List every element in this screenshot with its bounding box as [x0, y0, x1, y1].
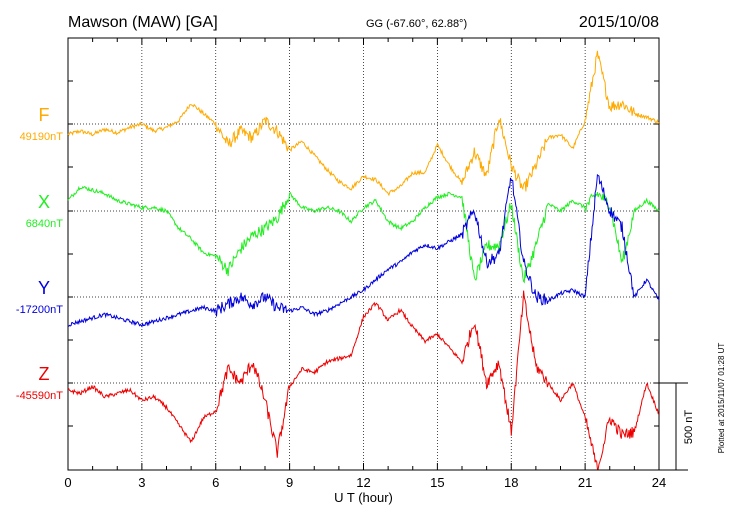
- x-axis-title: U T (hour): [334, 490, 393, 505]
- x-tick-label: 3: [138, 475, 145, 490]
- x-tick-label: 21: [578, 475, 592, 490]
- grid: [68, 38, 659, 470]
- component-baseline-f: 49190nT: [20, 131, 64, 143]
- scale-bar-label: 500 nT: [683, 410, 695, 445]
- date-label: 2015/10/08: [579, 14, 659, 31]
- station-title: Mawson (MAW) [GA]: [68, 14, 218, 31]
- x-tick-label: 24: [652, 475, 666, 490]
- component-baseline-y: -17200nT: [16, 304, 63, 316]
- x-tick-label: 6: [212, 475, 219, 490]
- series-line-z: [67, 290, 660, 470]
- scale-bar: 500 nT: [659, 382, 695, 471]
- component-letter-z: Z: [39, 364, 50, 384]
- x-tick-labels: 0 3 6 9 12 15 18 21 24: [64, 475, 666, 490]
- coordinates-label: GG (-67.60°, 62.88°): [366, 18, 467, 30]
- x-tick-label: 9: [286, 475, 293, 490]
- series-line-f: [67, 50, 660, 197]
- component-labels: F 49190nT X 6840nT Y -17200nT Z -45590nT: [16, 105, 63, 402]
- series-line-x: [67, 185, 660, 284]
- component-baseline-x: 6840nT: [26, 218, 64, 230]
- component-letter-f: F: [39, 105, 50, 125]
- x-tick-label: 0: [64, 475, 71, 490]
- plotted-at-note: Plotted at 2015/11/07 01:28 UT: [717, 343, 726, 454]
- x-tick-label: 12: [356, 475, 370, 490]
- component-letter-x: X: [38, 192, 50, 212]
- series-lines: [67, 50, 660, 470]
- component-letter-y: Y: [38, 278, 50, 298]
- series-line-y: [67, 173, 660, 328]
- x-tick-label: 15: [430, 475, 444, 490]
- x-tick-label: 18: [504, 475, 518, 490]
- component-baseline-z: -45590nT: [16, 390, 63, 402]
- axis-ticks: [67, 37, 660, 471]
